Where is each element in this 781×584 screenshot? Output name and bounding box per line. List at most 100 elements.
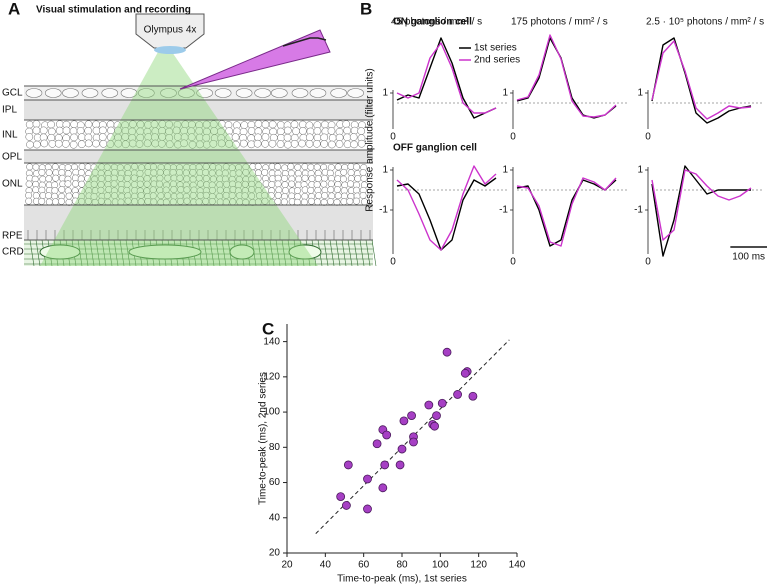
layer-label: IPL: [2, 105, 17, 116]
cell: [287, 163, 295, 170]
cell: [26, 163, 34, 171]
cell: [55, 120, 64, 129]
cell: [32, 126, 41, 135]
cell: [38, 197, 46, 205]
cell: [294, 169, 302, 177]
x-tick-label: 60: [358, 560, 370, 571]
cell: [25, 197, 33, 205]
cell: [110, 180, 118, 188]
cell: [357, 139, 366, 148]
choroid-vessel: [203, 239, 209, 267]
choroid-vessel: [257, 239, 263, 267]
cell: [254, 120, 263, 128]
cell: [58, 174, 66, 182]
cell: [55, 126, 64, 135]
cell: [290, 139, 299, 148]
cell: [25, 191, 33, 199]
cell: [84, 139, 93, 148]
cell: [261, 120, 270, 129]
cell: [32, 186, 40, 194]
cell: [320, 133, 329, 142]
layer-label: INL: [2, 130, 18, 141]
choroid-vessel: [95, 239, 101, 267]
choroid-vessel: [275, 239, 281, 267]
y-tick-label: -1: [634, 205, 643, 216]
x-tick-label: 20: [281, 560, 293, 571]
x-tick-label: 140: [509, 560, 526, 571]
cell: [261, 139, 270, 148]
trace: [396, 42, 497, 114]
cell: [45, 169, 53, 177]
cell: [189, 168, 197, 176]
cell: [62, 126, 71, 135]
cell: [70, 133, 78, 142]
ganglion-cell: [81, 88, 99, 98]
data-point: [430, 421, 439, 431]
ganglion-cell: [120, 88, 138, 98]
cell: [307, 186, 315, 194]
cell: [343, 126, 352, 135]
layer-lines: [24, 85, 373, 241]
cell: [52, 174, 60, 182]
cell: [72, 180, 80, 188]
cell: [301, 163, 309, 171]
cell: [284, 140, 292, 149]
cell: [347, 180, 354, 188]
x-tick-label: 0: [645, 132, 651, 143]
data-point: [363, 504, 372, 514]
cell: [354, 175, 362, 183]
cell: [274, 163, 282, 171]
choroid-vessel: [107, 239, 113, 267]
objective: [135, 13, 205, 49]
cell: [288, 180, 296, 188]
x-tick-label: 0: [390, 132, 396, 143]
cell: [320, 180, 328, 188]
panel-title: Visual stimulation and recording: [36, 5, 191, 16]
data-point: [395, 460, 405, 470]
cell: [300, 198, 308, 206]
cell: [253, 139, 262, 148]
cell: [353, 163, 361, 171]
cell: [335, 133, 344, 142]
cell: [335, 140, 344, 148]
data-point: [397, 444, 407, 454]
cell: [295, 175, 303, 183]
y-axis-label: Response amplitude (filter units): [365, 68, 376, 211]
cell: [77, 140, 86, 149]
cell: [312, 139, 321, 148]
y-tick-label: -1: [379, 205, 388, 216]
cell: [247, 127, 256, 135]
ganglion-cell: [62, 88, 79, 98]
cell: [242, 198, 250, 206]
cell: [54, 139, 63, 148]
trace: [651, 165, 751, 257]
data-point: [409, 437, 418, 447]
choroid-vessel: [323, 239, 329, 267]
cell: [69, 140, 78, 149]
y-tick-label: 1: [502, 165, 508, 176]
y-tick-label: 120: [263, 371, 280, 382]
cell: [307, 197, 315, 205]
choroid-vessel: [101, 239, 107, 267]
data-point: [380, 460, 390, 470]
cell: [340, 168, 348, 176]
layer-label: GCL: [2, 88, 23, 99]
ganglion-cell: [235, 88, 253, 98]
cell: [143, 139, 152, 148]
ganglion-cell: [309, 88, 327, 98]
cell: [321, 174, 328, 182]
cell: [183, 186, 191, 194]
data-point: [399, 416, 409, 426]
cell: [32, 163, 40, 171]
cell: [69, 127, 78, 135]
cell: [92, 126, 101, 135]
trace: [396, 165, 497, 251]
trace: [396, 37, 497, 119]
cell: [180, 139, 188, 148]
trace: [516, 177, 617, 247]
choroid-vessel: [353, 239, 359, 267]
cell: [350, 126, 359, 135]
ganglion-cell: [254, 88, 271, 98]
cell: [106, 140, 115, 148]
